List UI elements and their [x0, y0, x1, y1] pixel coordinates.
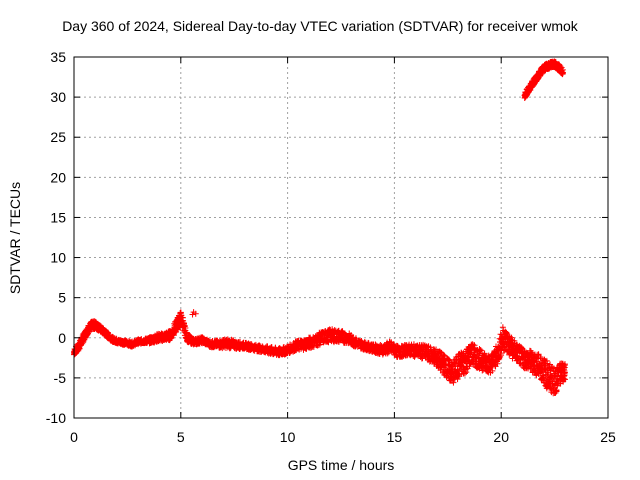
- series-isolated: [179, 309, 199, 329]
- data-point: [559, 66, 566, 73]
- y-tick-label: 35: [50, 49, 66, 65]
- data-point: [553, 387, 560, 394]
- y-tick-label: 10: [50, 250, 66, 266]
- y-tick-label: 25: [50, 129, 66, 145]
- x-tick-label: 15: [387, 429, 403, 445]
- data-point: [551, 365, 558, 372]
- series-main: [71, 309, 568, 397]
- y-tick-label: 15: [50, 209, 66, 225]
- data-point: [489, 367, 496, 374]
- data-point: [268, 343, 275, 350]
- x-tick-label: 5: [177, 429, 185, 445]
- y-axis-label: SDTVAR / TECUs: [7, 181, 23, 295]
- chart-title: Day 360 of 2024, Sidereal Day-to-day VTE…: [62, 18, 578, 34]
- data-point: [471, 342, 478, 349]
- data-point: [544, 360, 551, 367]
- x-axis-label: GPS time / hours: [287, 457, 395, 473]
- x-tick-label: 0: [70, 429, 78, 445]
- data-point: [561, 376, 568, 383]
- data-point: [454, 366, 461, 373]
- y-tick-label: 0: [58, 330, 66, 346]
- data-point: [316, 341, 323, 348]
- x-tick-label: 25: [600, 429, 616, 445]
- y-tick-label: 5: [58, 290, 66, 306]
- data-point: [534, 351, 541, 358]
- data-point: [529, 350, 536, 357]
- y-tick-label: -10: [46, 410, 66, 426]
- data-point: [461, 370, 468, 377]
- data-point: [189, 311, 196, 318]
- series-late-rise: [521, 58, 566, 101]
- x-tick-label: 10: [280, 429, 296, 445]
- y-tick-label: -5: [54, 370, 67, 386]
- data-point: [561, 369, 568, 376]
- data-point: [508, 334, 515, 341]
- data-point: [179, 314, 186, 321]
- data-point: [181, 322, 188, 329]
- data-point: [477, 347, 484, 354]
- frame-layer: [73, 56, 609, 419]
- y-tick-label: 30: [50, 89, 66, 105]
- plot-frame: [73, 56, 609, 419]
- data-point: [561, 361, 568, 368]
- y-tick-label: 20: [50, 169, 66, 185]
- x-tick-label: 20: [493, 429, 509, 445]
- data-point: [463, 369, 470, 376]
- data-point: [192, 310, 199, 317]
- data-point: [494, 360, 501, 367]
- tick-layer: 0 5 10 15 20 25 -10 -5 0 5 10 15 20 25 30 35: [46, 49, 616, 445]
- data-layer: [71, 58, 568, 397]
